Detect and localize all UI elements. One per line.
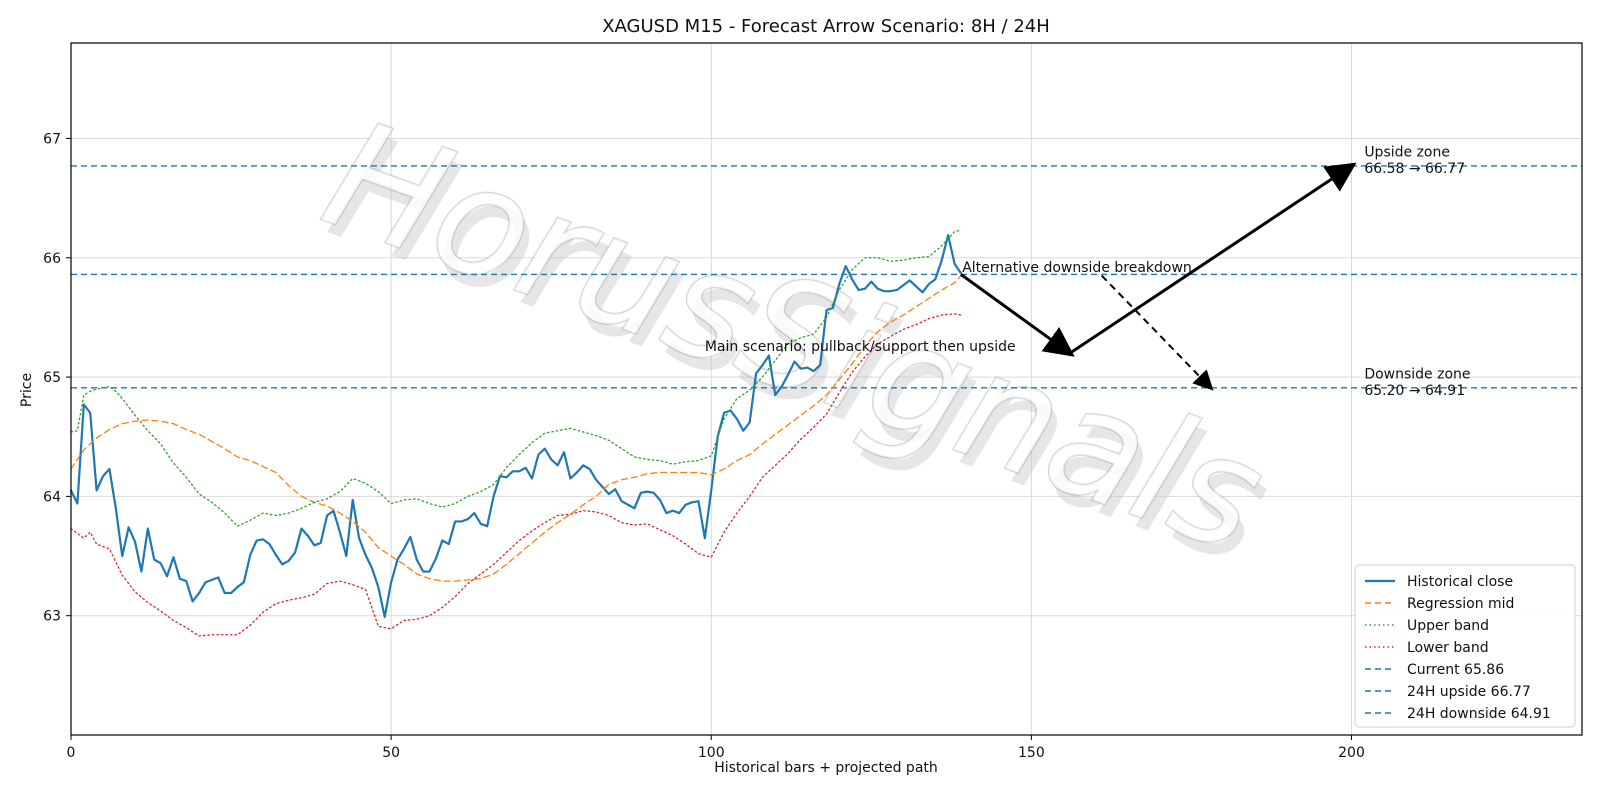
series-line-1 bbox=[69, 233, 963, 618]
annotation-layer: Main scenario: pullback/support then ups… bbox=[705, 144, 1471, 399]
y-axis-label: Price bbox=[19, 373, 35, 407]
x-tick-label: 50 bbox=[382, 745, 400, 761]
legend-label-5: Current 65.86 bbox=[1407, 662, 1504, 678]
legend-box bbox=[1354, 564, 1576, 728]
grid-layer bbox=[70, 43, 1582, 735]
legend-label-4: Lower band bbox=[1407, 640, 1489, 656]
axis-layer: 0 50 100 150 200 63 64 65 66 67 bbox=[43, 42, 1583, 761]
series-layer bbox=[69, 165, 1582, 637]
series-line-4 bbox=[70, 313, 962, 637]
y-tick-label: 65 bbox=[43, 370, 61, 386]
x-tick-label: 150 bbox=[1018, 745, 1045, 761]
x-tick-label: 100 bbox=[698, 745, 725, 761]
legend-label-7: 24H downside 64.91 bbox=[1407, 706, 1551, 722]
plot-background bbox=[71, 43, 1582, 735]
x-tick-label: 0 bbox=[67, 745, 76, 761]
y-tick-label: 63 bbox=[43, 609, 61, 625]
legend-layer: Historical close Regression mid Upper band… bbox=[1354, 564, 1576, 728]
y-tick-label: 67 bbox=[43, 131, 61, 147]
legend-label-6: 24H upside 66.77 bbox=[1407, 684, 1531, 700]
y-tick-label: 66 bbox=[43, 251, 61, 267]
y-tick-label: 64 bbox=[43, 489, 61, 505]
forecast-arrow-2 bbox=[1068, 162, 1357, 355]
x-axis-label: Historical bars + projected path bbox=[714, 760, 938, 776]
alternative-annotation: Alternative downside breakdown bbox=[962, 260, 1192, 276]
main-scenario-annotation: Main scenario: pullback/support then ups… bbox=[705, 339, 1016, 355]
downside-zone-range: 65.20 → 64.91 bbox=[1364, 383, 1465, 399]
upside-zone-title: Upside zone bbox=[1364, 144, 1450, 160]
series-line-2 bbox=[70, 275, 962, 582]
legend-label-2: Regression mid bbox=[1407, 596, 1514, 612]
chart-title: XAGUSD M15 - Forecast Arrow Scenario: 8H… bbox=[602, 16, 1050, 37]
legend-label-1: Historical close bbox=[1407, 574, 1513, 590]
x-tick-label: 200 bbox=[1338, 745, 1365, 761]
plot-frame bbox=[70, 42, 1583, 736]
upside-zone-range: 66.58 → 66.77 bbox=[1364, 161, 1465, 177]
forecast-arrow-1 bbox=[960, 273, 1075, 357]
legend-label-3: Upper band bbox=[1407, 618, 1489, 634]
arrow-layer bbox=[960, 162, 1357, 391]
series-line-3 bbox=[70, 229, 962, 527]
downside-zone-title: Downside zone bbox=[1364, 366, 1470, 382]
forecast-arrow-3 bbox=[1101, 274, 1214, 391]
